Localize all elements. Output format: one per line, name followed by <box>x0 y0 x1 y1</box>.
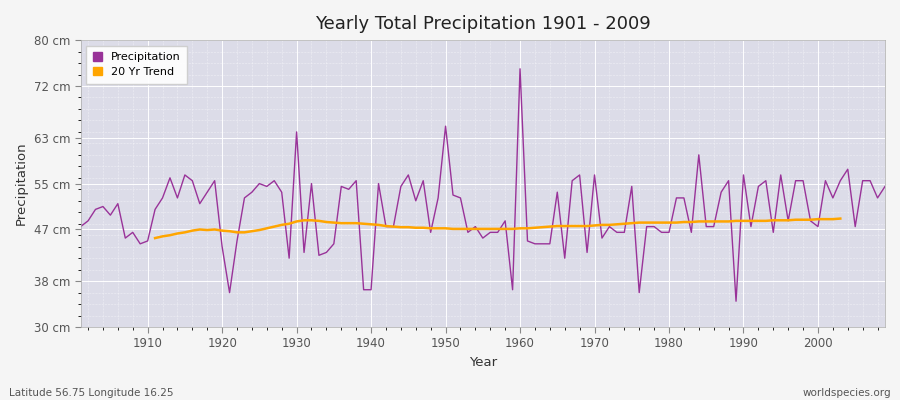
20 Yr Trend <box>149 236 160 240</box>
Legend: Precipitation, 20 Yr Trend: Precipitation, 20 Yr Trend <box>86 46 187 84</box>
Precipitation <box>135 242 146 246</box>
20 Yr Trend <box>239 230 250 235</box>
Precipitation <box>515 66 526 71</box>
Text: worldspecies.org: worldspecies.org <box>803 388 891 398</box>
Precipitation <box>343 187 354 192</box>
Precipitation <box>76 224 86 229</box>
Line: 20 Yr Trend: 20 Yr Trend <box>155 218 841 238</box>
Precipitation <box>522 238 533 243</box>
20 Yr Trend <box>835 216 846 221</box>
X-axis label: Year: Year <box>469 356 497 369</box>
Text: Latitude 56.75 Longitude 16.25: Latitude 56.75 Longitude 16.25 <box>9 388 174 398</box>
20 Yr Trend <box>292 219 302 224</box>
Y-axis label: Precipitation: Precipitation <box>15 142 28 225</box>
Precipitation <box>299 250 310 255</box>
Precipitation <box>611 230 622 235</box>
Title: Yearly Total Precipitation 1901 - 2009: Yearly Total Precipitation 1901 - 2009 <box>315 15 651 33</box>
20 Yr Trend <box>261 226 272 231</box>
20 Yr Trend <box>492 226 503 231</box>
Precipitation <box>508 287 518 292</box>
20 Yr Trend <box>693 219 704 224</box>
Precipitation <box>879 184 890 189</box>
Line: Precipitation: Precipitation <box>81 69 885 301</box>
Precipitation <box>731 299 742 304</box>
20 Yr Trend <box>626 221 637 226</box>
